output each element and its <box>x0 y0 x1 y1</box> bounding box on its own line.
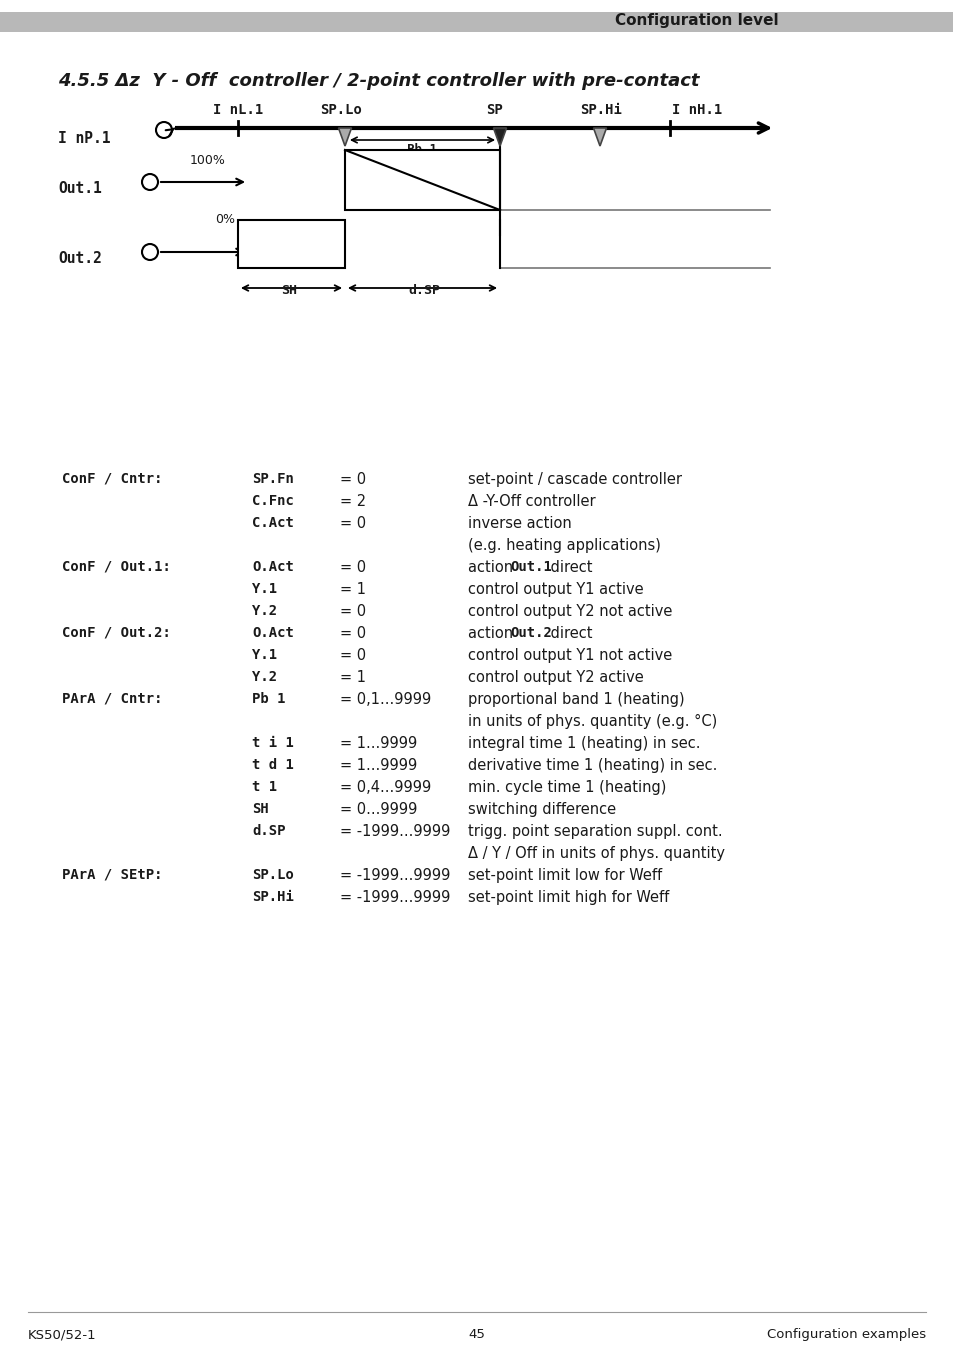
Text: 0%: 0% <box>214 213 234 225</box>
Text: 4.5.5 Δz  Y - Off  controller / 2-point controller with pre-contact: 4.5.5 Δz Y - Off controller / 2-point co… <box>58 72 699 90</box>
Text: = 0,4...9999: = 0,4...9999 <box>339 780 431 795</box>
Text: action: action <box>468 626 517 641</box>
Text: I nH.1: I nH.1 <box>671 103 721 117</box>
Bar <box>345 150 499 211</box>
Text: set-point limit high for Weff: set-point limit high for Weff <box>468 890 669 905</box>
Text: in units of phys. quantity (e.g. °C): in units of phys. quantity (e.g. °C) <box>468 714 717 729</box>
Text: Out.1: Out.1 <box>510 560 551 574</box>
Text: = 0: = 0 <box>339 472 366 487</box>
Text: SH: SH <box>281 284 297 297</box>
Text: = -1999...9999: = -1999...9999 <box>339 890 450 905</box>
Text: = 0: = 0 <box>339 626 366 641</box>
Text: Y.2: Y.2 <box>252 670 276 684</box>
Text: control output Y2 not active: control output Y2 not active <box>468 603 672 620</box>
Text: = 1: = 1 <box>339 582 366 597</box>
Polygon shape <box>493 128 506 146</box>
Text: Configuration examples: Configuration examples <box>766 1328 925 1341</box>
Text: = 1: = 1 <box>339 670 366 684</box>
Text: = 1...9999: = 1...9999 <box>339 757 416 774</box>
Polygon shape <box>338 128 351 146</box>
Text: Pb 1: Pb 1 <box>407 143 437 157</box>
Text: O.Act: O.Act <box>252 626 294 640</box>
Text: = 0: = 0 <box>339 516 366 531</box>
Text: inverse action: inverse action <box>468 516 571 531</box>
Text: Pb 1: Pb 1 <box>252 693 285 706</box>
Text: t 1: t 1 <box>252 780 276 794</box>
Text: control output Y2 active: control output Y2 active <box>468 670 643 684</box>
Text: derivative time 1 (heating) in sec.: derivative time 1 (heating) in sec. <box>468 757 717 774</box>
Text: I nL.1: I nL.1 <box>213 103 263 117</box>
Text: SP: SP <box>485 103 502 117</box>
Text: trigg. point separation suppl. cont.: trigg. point separation suppl. cont. <box>468 824 721 838</box>
Text: set-point limit low for Weff: set-point limit low for Weff <box>468 868 661 883</box>
Text: d.SP: d.SP <box>408 284 440 297</box>
Text: min. cycle time 1 (heating): min. cycle time 1 (heating) <box>468 780 666 795</box>
Text: direct: direct <box>545 626 592 641</box>
Text: = 0,1...9999: = 0,1...9999 <box>339 693 431 707</box>
Text: SP.Fn: SP.Fn <box>252 472 294 486</box>
Text: t d 1: t d 1 <box>252 757 294 772</box>
Text: 45: 45 <box>468 1328 485 1341</box>
Text: integral time 1 (heating) in sec.: integral time 1 (heating) in sec. <box>468 736 700 751</box>
Text: = 0: = 0 <box>339 603 366 620</box>
Text: switching difference: switching difference <box>468 802 616 817</box>
Text: SP.Lo: SP.Lo <box>319 103 361 117</box>
Text: control output Y1 active: control output Y1 active <box>468 582 643 597</box>
Text: ConF / Out.2:: ConF / Out.2: <box>62 626 171 640</box>
Bar <box>237 220 345 269</box>
Text: set-point / cascade controller: set-point / cascade controller <box>468 472 681 487</box>
Text: = 0: = 0 <box>339 648 366 663</box>
Text: = 1...9999: = 1...9999 <box>339 736 416 751</box>
Text: Δ / Y / Off in units of phys. quantity: Δ / Y / Off in units of phys. quantity <box>468 846 724 861</box>
Text: Y.1: Y.1 <box>252 648 276 662</box>
Text: SP.Hi: SP.Hi <box>252 890 294 905</box>
Text: direct: direct <box>545 560 592 575</box>
Text: = -1999...9999: = -1999...9999 <box>339 868 450 883</box>
Bar <box>0 12 953 32</box>
Text: (e.g. heating applications): (e.g. heating applications) <box>468 539 660 553</box>
Text: = -1999...9999: = -1999...9999 <box>339 824 450 838</box>
Text: t i 1: t i 1 <box>252 736 294 751</box>
Text: = 0: = 0 <box>339 560 366 575</box>
Text: KS50/52-1: KS50/52-1 <box>28 1328 96 1341</box>
Text: Out.1: Out.1 <box>58 181 102 196</box>
Text: proportional band 1 (heating): proportional band 1 (heating) <box>468 693 684 707</box>
Text: ConF / Out.1:: ConF / Out.1: <box>62 560 171 574</box>
Text: C.Act: C.Act <box>252 516 294 531</box>
Text: SP.Hi: SP.Hi <box>579 103 621 117</box>
Text: = 0...9999: = 0...9999 <box>339 802 416 817</box>
Text: SP.Lo: SP.Lo <box>252 868 294 882</box>
Text: action: action <box>468 560 517 575</box>
Text: control output Y1 not active: control output Y1 not active <box>468 648 672 663</box>
Text: d.SP: d.SP <box>252 824 285 838</box>
Text: Out.2: Out.2 <box>58 251 102 266</box>
Text: Y.1: Y.1 <box>252 582 276 595</box>
Text: = 2: = 2 <box>339 494 366 509</box>
Text: I nP.1: I nP.1 <box>58 131 111 146</box>
Text: PArA / SEtP:: PArA / SEtP: <box>62 868 162 882</box>
Text: O.Act: O.Act <box>252 560 294 574</box>
Text: Configuration level: Configuration level <box>615 14 778 28</box>
Text: C.Fnc: C.Fnc <box>252 494 294 508</box>
Text: ConF / Cntr:: ConF / Cntr: <box>62 472 162 486</box>
Text: PArA / Cntr:: PArA / Cntr: <box>62 693 162 706</box>
Text: SH: SH <box>252 802 269 815</box>
Text: Out.2: Out.2 <box>510 626 551 640</box>
Polygon shape <box>593 128 606 146</box>
Text: Δ -Y-Off controller: Δ -Y-Off controller <box>468 494 595 509</box>
Text: Y.2: Y.2 <box>252 603 276 618</box>
Text: 100%: 100% <box>190 154 226 167</box>
